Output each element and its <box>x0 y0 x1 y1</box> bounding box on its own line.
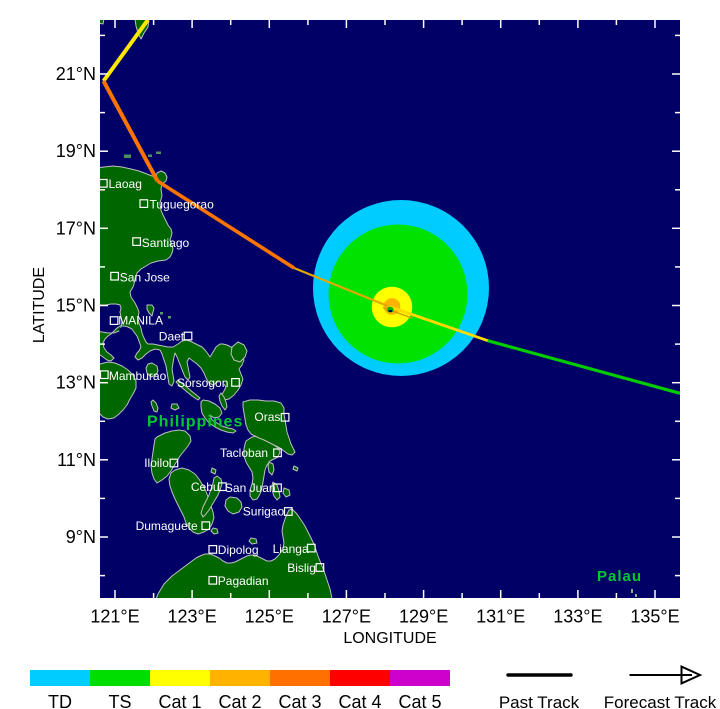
svg-text:San Jose: San Jose <box>120 270 170 284</box>
svg-text:Lianga: Lianga <box>273 542 309 556</box>
svg-text:LATITUDE: LATITUDE <box>31 267 48 343</box>
svg-text:MANILA: MANILA <box>118 314 163 328</box>
svg-text:Cat 5: Cat 5 <box>398 692 441 709</box>
svg-text:9°N: 9°N <box>66 527 96 547</box>
svg-text:Palau: Palau <box>597 568 642 585</box>
svg-text:Cat 4: Cat 4 <box>338 692 381 709</box>
svg-text:Cebu: Cebu <box>191 480 220 494</box>
svg-text:TS: TS <box>108 692 131 709</box>
svg-text:125°E: 125°E <box>245 607 294 627</box>
svg-text:TD: TD <box>48 692 72 709</box>
svg-text:Cat 2: Cat 2 <box>218 692 261 709</box>
svg-text:Daet: Daet <box>159 330 185 344</box>
svg-text:Iloilo: Iloilo <box>144 456 169 470</box>
svg-text:11°N: 11°N <box>57 450 96 470</box>
svg-text:13°N: 13°N <box>56 373 96 393</box>
svg-text:Tuguegorao: Tuguegorao <box>150 198 215 212</box>
svg-text:LONGITUDE: LONGITUDE <box>343 630 436 647</box>
svg-text:Laoag: Laoag <box>109 177 142 191</box>
svg-text:131°E: 131°E <box>476 607 525 627</box>
svg-text:Dipolog: Dipolog <box>218 543 259 557</box>
svg-text:21°N: 21°N <box>56 64 96 84</box>
svg-text:Mamburao: Mamburao <box>109 369 167 383</box>
svg-text:133°E: 133°E <box>553 607 602 627</box>
svg-text:129°E: 129°E <box>399 607 448 627</box>
svg-text:121°E: 121°E <box>90 607 139 627</box>
svg-text:127°E: 127°E <box>322 607 371 627</box>
svg-text:Past Track: Past Track <box>499 693 580 709</box>
svg-text:Oras: Oras <box>254 410 280 424</box>
svg-text:Tacloban: Tacloban <box>220 446 268 460</box>
svg-text:Sorsogon: Sorsogon <box>177 376 228 390</box>
svg-text:Cat 3: Cat 3 <box>278 692 321 709</box>
svg-text:Santiago: Santiago <box>142 236 190 250</box>
svg-text:123°E: 123°E <box>167 607 216 627</box>
svg-text:135°E: 135°E <box>630 607 679 627</box>
svg-text:Forecast Track: Forecast Track <box>604 693 717 709</box>
svg-text:Pagadian: Pagadian <box>218 574 269 588</box>
svg-text:17°N: 17°N <box>56 218 96 238</box>
svg-text:Surigao: Surigao <box>243 505 285 519</box>
svg-text:Philippines: Philippines <box>147 414 243 431</box>
svg-text:Bislig: Bislig <box>287 561 316 575</box>
svg-text:Dumaguete: Dumaguete <box>136 519 198 533</box>
svg-text:15°N: 15°N <box>56 296 96 316</box>
svg-text:19°N: 19°N <box>56 141 96 161</box>
svg-text:Cat 1: Cat 1 <box>158 692 201 709</box>
svg-text:San Juan: San Juan <box>225 481 276 495</box>
